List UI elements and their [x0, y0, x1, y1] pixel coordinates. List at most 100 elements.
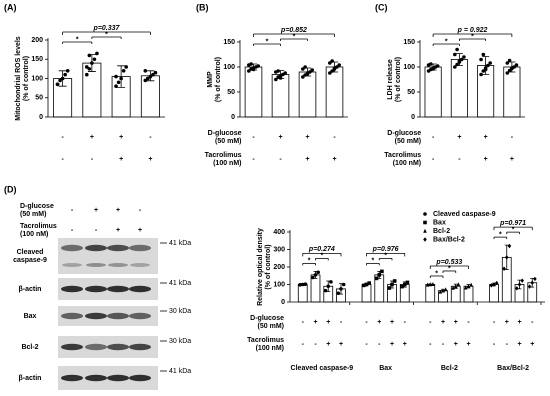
blot-band [61, 343, 83, 351]
data-point [377, 273, 382, 277]
condition-sign: - [365, 319, 368, 326]
data-point [489, 283, 494, 288]
data-point [310, 68, 314, 72]
group-label: Cleaved caspase-9 [291, 365, 354, 372]
significance-star: * [435, 270, 438, 277]
blot-band [129, 343, 151, 351]
condition-sign: + [119, 156, 123, 163]
blot-band [61, 374, 83, 382]
blot-row-label: β-actin [19, 375, 42, 382]
blot-band [85, 312, 107, 320]
data-point [507, 58, 512, 63]
data-point [330, 59, 334, 63]
y-tick-label: 400 [273, 229, 285, 236]
data-point [441, 288, 445, 293]
data-point [431, 281, 435, 286]
condition-sign: + [403, 341, 407, 348]
condition-sign: - [314, 341, 317, 348]
condition-sign: + [517, 319, 521, 326]
y-axis-label: LDH release [387, 59, 394, 100]
data-point [336, 291, 341, 296]
blot-band [107, 374, 129, 382]
y-tick-label: 100 [273, 281, 285, 288]
condition-sign: - [149, 134, 152, 141]
data-point [256, 64, 260, 68]
blot-band [61, 244, 83, 252]
y-tick-label: 200 [31, 37, 43, 44]
panel-label: (A) [4, 2, 17, 12]
y-tick-label: 150 [31, 56, 43, 63]
data-point [124, 65, 129, 69]
condition-sign: + [390, 319, 394, 326]
condition-sign: + [278, 134, 282, 141]
condition-sign: - [432, 134, 435, 141]
data-point [298, 283, 302, 287]
data-point [301, 67, 305, 71]
size-label: 30 kDa [169, 338, 191, 345]
condition-unit: (100 nM) [393, 160, 421, 167]
data-point [300, 282, 305, 287]
condition-sign: + [505, 319, 509, 326]
blot-background [58, 238, 158, 274]
condition-sign: - [252, 156, 255, 163]
data-point [362, 283, 366, 288]
y-axis-label: (% of control) [395, 57, 402, 102]
legend-label: Cleaved caspase-9 [433, 211, 496, 218]
data-point [121, 69, 126, 73]
data-point [431, 67, 435, 71]
data-point [387, 286, 392, 290]
condition-sign: - [531, 319, 534, 326]
data-point [392, 279, 397, 283]
condition-sign: + [454, 319, 458, 326]
condition-sign: + [454, 341, 458, 348]
significance-star: * [293, 33, 296, 40]
significance-star: * [384, 253, 387, 260]
y-tick-label: 0 [231, 114, 235, 121]
blot-band [61, 312, 83, 320]
blot-row-label: Cleaved [17, 249, 44, 256]
blot-row-label: Bcl-2 [21, 344, 38, 351]
y-tick-label: 100 [223, 64, 235, 71]
data-point [251, 67, 256, 72]
data-point [455, 62, 459, 67]
data-point [517, 282, 522, 287]
data-point [339, 287, 343, 291]
condition-sign: + [517, 341, 521, 348]
data-point [453, 52, 457, 57]
y-tick-label: 200 [273, 264, 285, 271]
data-point [469, 282, 473, 287]
y-tick-label: 50 [35, 95, 43, 102]
data-point [455, 47, 459, 52]
condition-sign: - [511, 134, 514, 141]
data-point [488, 61, 492, 65]
bar [503, 66, 521, 118]
condition-sign: + [116, 207, 120, 214]
condition-sign: + [305, 156, 309, 163]
data-point [428, 282, 433, 287]
data-point [328, 71, 332, 75]
data-point [60, 76, 65, 81]
data-point [278, 76, 283, 80]
size-label: 41 kDa [169, 240, 191, 247]
data-point [323, 288, 328, 293]
size-label: 41 kDa [169, 368, 191, 375]
condition-unit: (50 mM) [20, 211, 46, 218]
group-label: Bcl-2 [441, 365, 458, 372]
condition-sign: + [313, 319, 317, 326]
condition-sign: + [116, 227, 120, 234]
data-point [510, 66, 514, 70]
blot-band [85, 343, 107, 351]
p-value: p=0.852 [280, 27, 307, 34]
condition-sign: - [71, 207, 74, 214]
bar [424, 66, 442, 118]
blot-band [108, 263, 128, 267]
condition-sign: + [138, 227, 142, 234]
p-value: p=0.533 [435, 259, 462, 266]
data-point [55, 82, 60, 87]
data-point [247, 69, 251, 73]
y-tick-label: 0 [39, 114, 43, 121]
data-point [390, 282, 394, 287]
blot-band [107, 285, 129, 293]
condition-label: Tacrolimus [205, 152, 242, 159]
data-point [492, 282, 496, 287]
